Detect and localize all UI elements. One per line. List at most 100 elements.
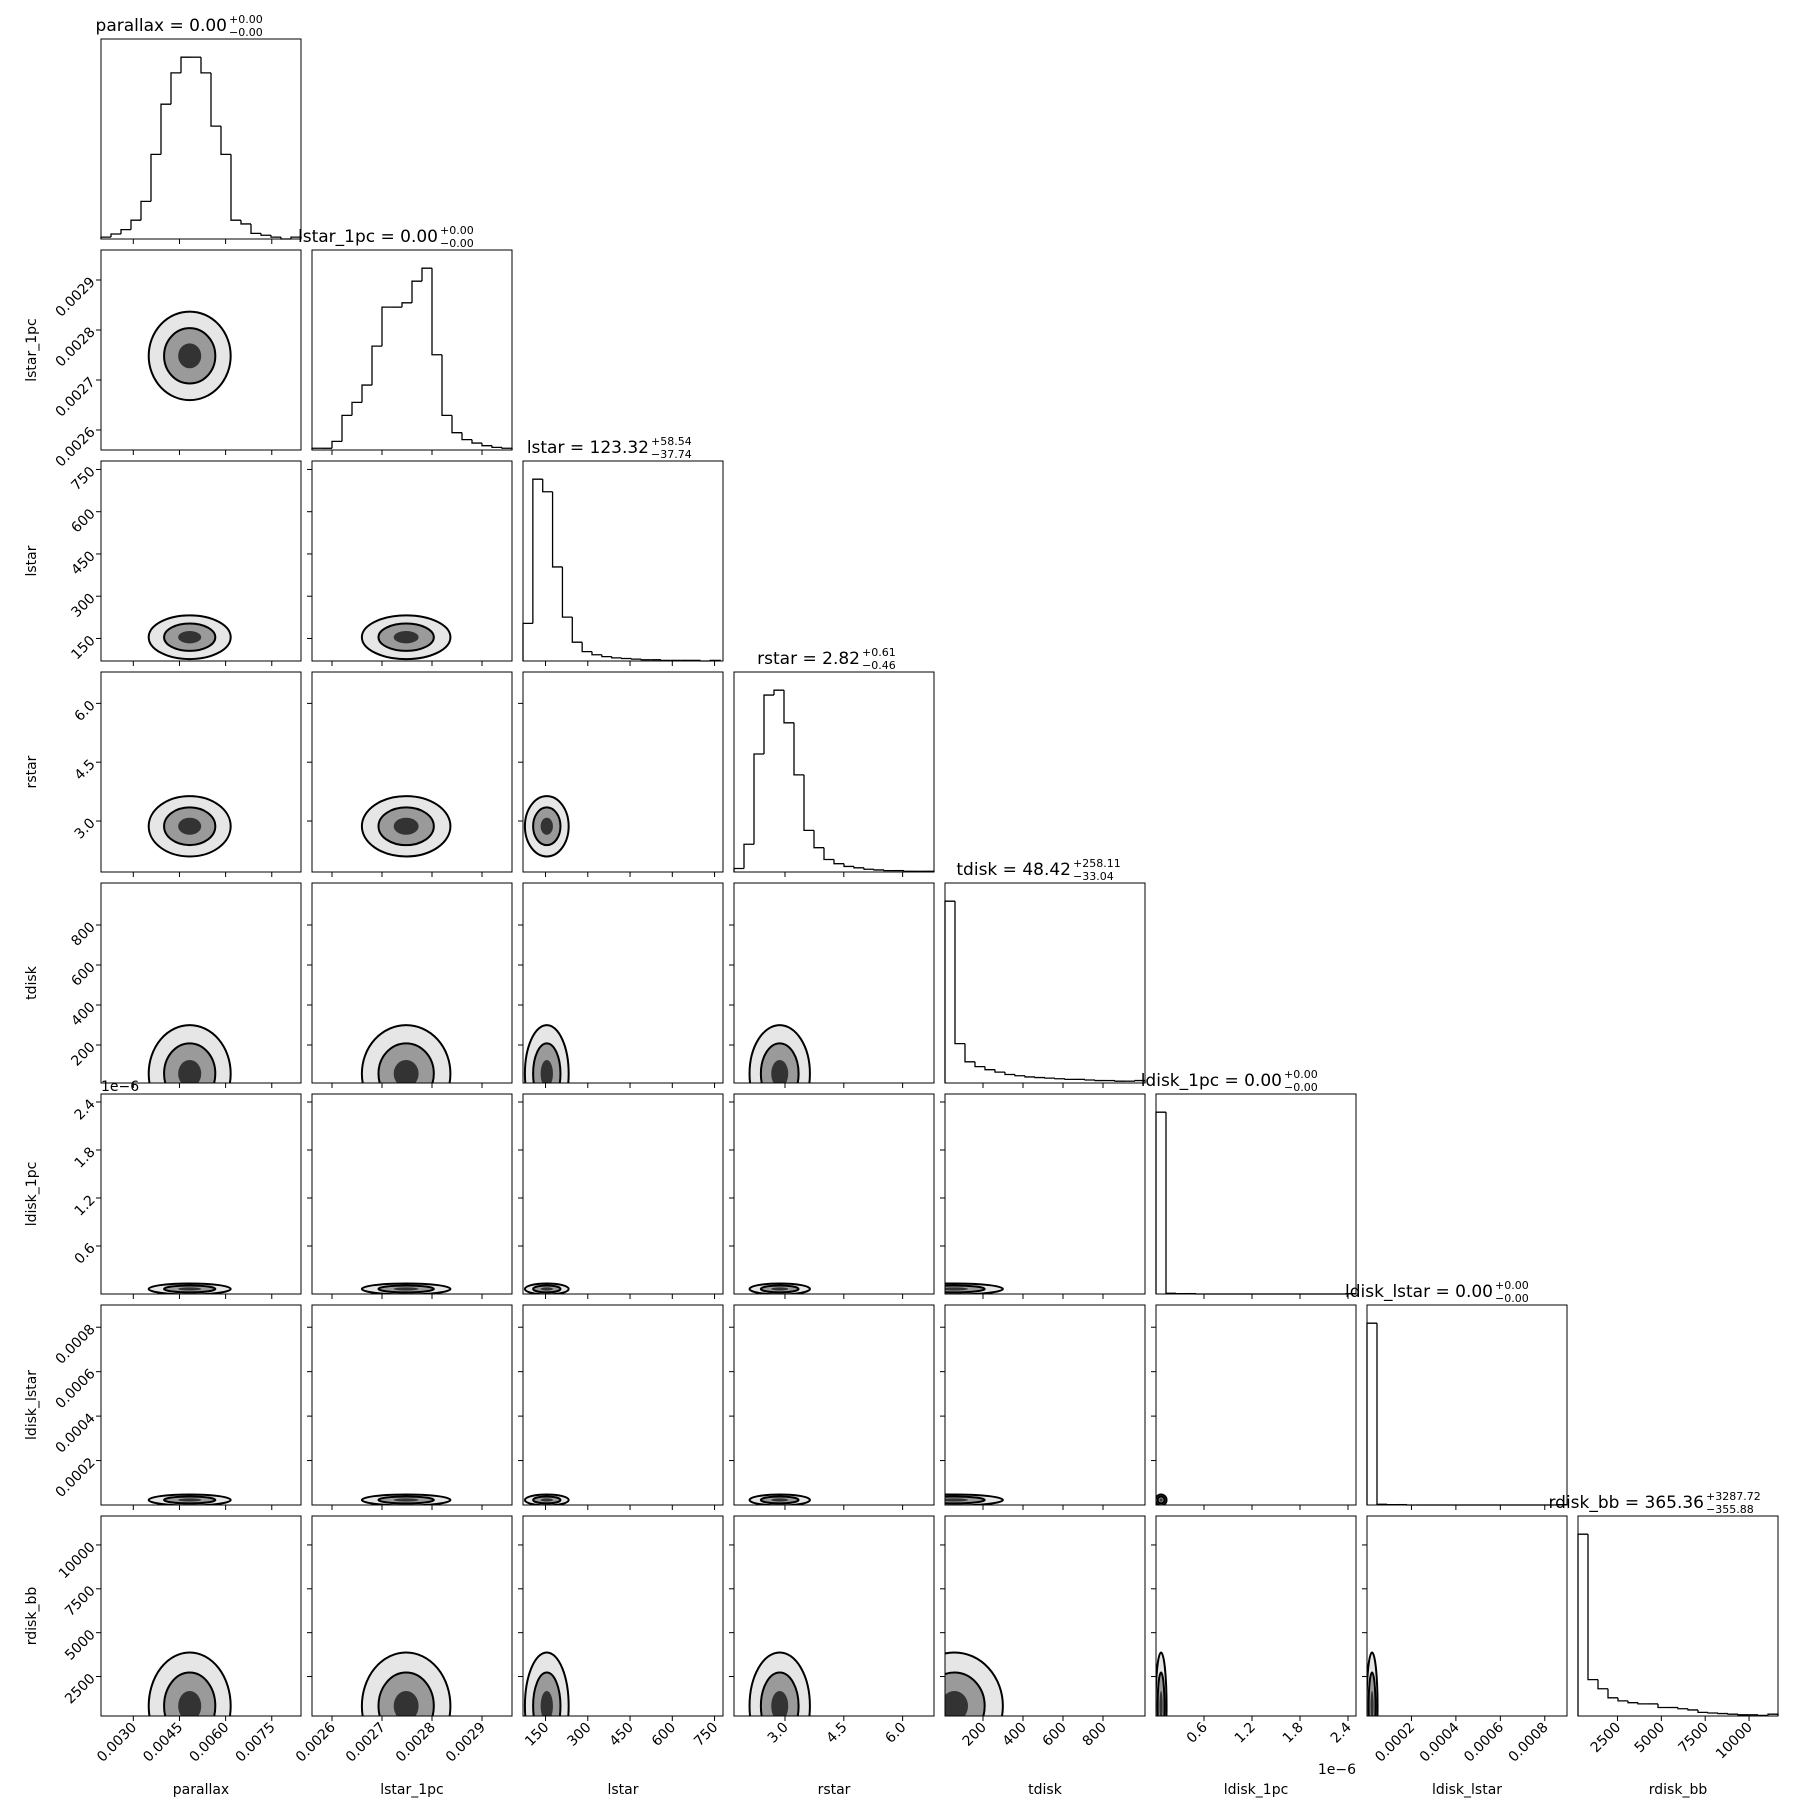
histogram-bin xyxy=(160,103,171,155)
x-offset-label: 1e−6 xyxy=(1318,1762,1356,1778)
histogram-bin xyxy=(974,1061,985,1068)
histogram-bin xyxy=(1034,1076,1045,1079)
histogram-bin xyxy=(964,1043,975,1063)
histogram-bin xyxy=(1737,1714,1748,1716)
title-lower: −0.00 xyxy=(229,26,263,39)
histogram-bin xyxy=(561,566,573,618)
histogram-bin xyxy=(1657,1703,1668,1709)
title-lower: −355.88 xyxy=(1706,1503,1754,1516)
histogram-bin xyxy=(994,1069,1005,1073)
contour xyxy=(532,1671,562,1716)
panel-frame xyxy=(100,882,302,1084)
histogram-bin xyxy=(601,654,612,658)
histogram-bin xyxy=(1084,1079,1095,1081)
histogram-bin xyxy=(753,753,764,845)
title-lower: −0.00 xyxy=(1495,1292,1529,1305)
density xyxy=(945,1282,1004,1294)
histogram-bin xyxy=(361,384,372,403)
panel-frame xyxy=(311,1093,513,1295)
histogram-bin xyxy=(341,414,352,442)
contour xyxy=(147,310,232,402)
histogram-bin xyxy=(1114,1080,1125,1082)
density xyxy=(360,1024,452,1083)
histogram-bin xyxy=(381,306,392,347)
x-axis-label: tdisk xyxy=(1028,1782,1063,1798)
contour xyxy=(523,1024,570,1083)
panel-title: parallax = 0.00 xyxy=(96,16,227,36)
panel-frame xyxy=(733,671,935,873)
histogram-bin xyxy=(1637,1702,1648,1705)
panel-frame xyxy=(100,1515,302,1717)
histogram-bin xyxy=(1597,1679,1608,1690)
histogram-bin xyxy=(1014,1074,1025,1077)
density xyxy=(523,1651,570,1716)
title-lower: −0.00 xyxy=(440,237,474,250)
panel-title: ldisk_1pc = 0.00 xyxy=(1141,1071,1282,1091)
panel-frame xyxy=(1366,1304,1568,1506)
histogram-bin xyxy=(551,491,563,568)
panel-frame xyxy=(100,1093,302,1295)
panel-title: ldisk_lstar = 0.00 xyxy=(1345,1282,1493,1302)
histogram-bin xyxy=(150,153,161,202)
density-core xyxy=(945,1690,969,1716)
contour xyxy=(945,1651,1004,1716)
title-upper: +0.00 xyxy=(1495,1279,1529,1292)
density xyxy=(748,1282,811,1294)
y-axis-label: tdisk xyxy=(24,965,40,1000)
histogram-bin xyxy=(110,233,121,238)
density xyxy=(1156,1493,1168,1505)
histogram-bin xyxy=(240,220,251,225)
density xyxy=(360,1651,452,1716)
contour xyxy=(163,327,217,385)
histogram-bin xyxy=(1707,1712,1718,1714)
contour xyxy=(532,806,562,847)
panel-frame xyxy=(733,882,935,1084)
contour xyxy=(163,622,217,652)
histogram-bin xyxy=(984,1066,995,1071)
contour xyxy=(163,1671,217,1716)
histogram-bin xyxy=(903,870,914,872)
histogram-bin xyxy=(954,901,965,1045)
panel-frame xyxy=(522,1093,724,1295)
histogram-bin xyxy=(1617,1697,1628,1702)
contour xyxy=(360,1024,452,1083)
histogram-bin xyxy=(210,72,221,127)
histogram-bin xyxy=(401,302,412,308)
panel-frame xyxy=(522,1304,724,1506)
density xyxy=(748,1024,811,1083)
histogram-bin xyxy=(833,859,844,865)
contour xyxy=(360,1493,452,1505)
histogram-bin xyxy=(1607,1688,1618,1699)
contour xyxy=(163,1284,217,1294)
histogram-bin xyxy=(1054,1078,1065,1080)
y-axis-label: rdisk_bb xyxy=(24,1587,40,1646)
contour xyxy=(945,1495,986,1505)
histogram-bin xyxy=(793,722,804,776)
histogram-bin xyxy=(481,443,492,447)
panel-frame xyxy=(522,671,724,873)
panel-frame xyxy=(1155,1515,1357,1717)
density xyxy=(1367,1651,1379,1716)
density xyxy=(945,1651,1004,1716)
density-core xyxy=(771,1287,789,1291)
histogram-bin xyxy=(170,72,181,105)
histogram-bin xyxy=(640,659,652,661)
density-core xyxy=(393,1287,419,1291)
contour xyxy=(759,1042,800,1083)
density-core xyxy=(178,1498,202,1502)
histogram-bin xyxy=(461,432,472,441)
panel-frame xyxy=(733,1093,935,1295)
histogram-bin xyxy=(1004,1072,1015,1076)
density xyxy=(523,795,570,858)
x-axis-label: ldisk_1pc xyxy=(1224,1782,1289,1798)
contour xyxy=(377,1284,435,1294)
histogram-bin xyxy=(351,401,362,416)
density-core xyxy=(178,1287,202,1291)
density xyxy=(1156,1651,1168,1716)
density-core xyxy=(178,817,202,835)
density-core xyxy=(540,1690,553,1716)
contour xyxy=(945,1282,1004,1294)
panel-frame xyxy=(100,249,302,451)
title-upper: +258.11 xyxy=(1073,857,1121,870)
